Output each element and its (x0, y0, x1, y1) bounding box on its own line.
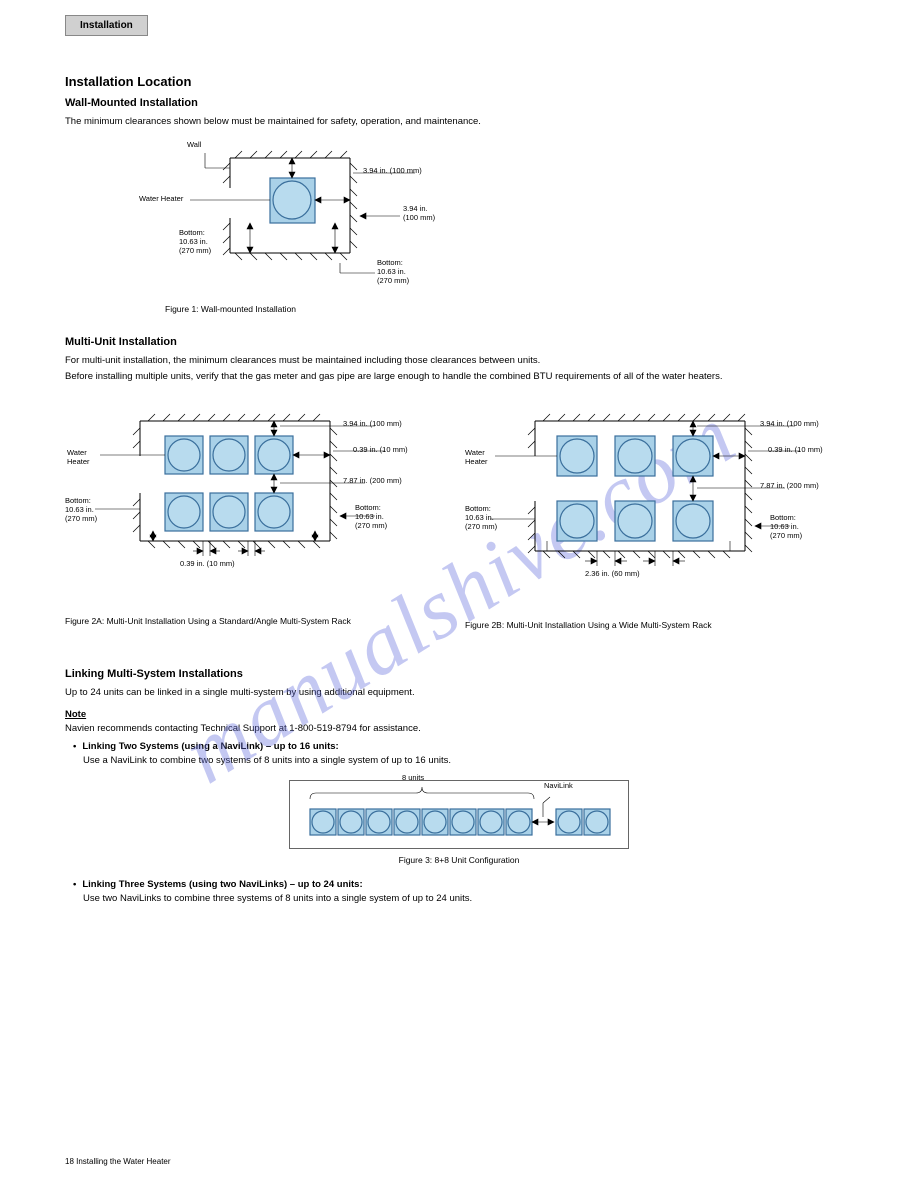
linking-note: Note Navien recommends contacting Techni… (65, 709, 853, 735)
bullet-2: Linking Three Systems (using two NaviLin… (73, 879, 853, 890)
multi-text2: Before installing multiple units, verify… (65, 370, 853, 383)
figa-sider: 0.39 in. (10 mm) (353, 445, 408, 454)
figb-top: 3.94 in. (100 mm) (760, 419, 819, 428)
linking-heading: Linking Multi-System Installations (65, 668, 853, 680)
intro-heading: Wall-Mounted Installation (65, 97, 853, 109)
figure-3: 8 units NaviLink (289, 780, 629, 849)
section-tab: Installation (65, 15, 148, 36)
figa-top: 3.94 in. (100 mm) (343, 419, 402, 428)
figa-horiz: 0.39 in. (10 mm) (180, 559, 235, 568)
multi-heading: Multi-Unit Installation (65, 336, 853, 348)
fig3-navilink-label: NaviLink (544, 781, 573, 790)
note-label: Note (65, 709, 86, 720)
figa-caption: Figure 2A: Multi-Unit Installation Using… (65, 616, 425, 626)
figa-side-l: WaterHeater (67, 448, 90, 466)
fig1-side-dim: 3.94 in. (100 mm) (403, 204, 435, 222)
note-text: Navien recommends contacting Technical S… (65, 722, 853, 735)
fig1-botr-dim: Bottom: 10.63 in. (270 mm) (377, 258, 409, 285)
figa-rows: 7.87 in. (200 mm) (343, 476, 402, 485)
figb-side-l: WaterHeater (465, 448, 488, 466)
figa-botr: Bottom: 10.63 in. (270 mm) (355, 503, 387, 530)
fig1-wh-label: Water Heater (139, 194, 183, 203)
figb-rows: 7.87 in. (200 mm) (760, 481, 819, 490)
figure-2b: WaterHeater Bottom: 10.63 in. (270 mm) 3… (465, 401, 835, 630)
fig1-top-dim: 3.94 in. (100 mm) (363, 166, 422, 175)
linking-intro: Up to 24 units can be linked in a single… (65, 686, 853, 699)
intro-text: The minimum clearances shown below must … (65, 115, 853, 128)
fig1-wall-label: Wall (187, 140, 201, 149)
bullet-1: Linking Two Systems (using a NaviLink) –… (73, 741, 853, 752)
footer-left: 18 Installing the Water Heater (65, 1157, 171, 1166)
bullet-2-desc: Use two NaviLinks to combine three syste… (83, 892, 853, 905)
fig1-caption: Figure 1: Wall-mounted Installation (165, 304, 455, 314)
section-title: Installation Location (65, 74, 853, 89)
figure-1: Wall Water Heater 3.94 in. (100 mm) 3.94… (135, 138, 455, 318)
figb-caption: Figure 2B: Multi-Unit Installation Using… (465, 620, 835, 630)
figure-2a: WaterHeater Bottom: 10.63 in. (270 mm) 3… (65, 401, 425, 630)
figb-botr: Bottom: 10.63 in. (270 mm) (770, 513, 802, 540)
fig1-botl-dim: Bottom: 10.63 in. (270 mm) (179, 228, 211, 255)
fig3-caption: Figure 3: 8+8 Unit Configuration (65, 855, 853, 865)
figb-sider: 0.39 in. (10 mm) (768, 445, 823, 454)
figb-horiz: 2.36 in. (60 mm) (585, 569, 640, 578)
figa-botl: Bottom: 10.63 in. (270 mm) (65, 496, 97, 523)
figb-botl: Bottom: 10.63 in. (270 mm) (465, 504, 497, 531)
multi-text1: For multi-unit installation, the minimum… (65, 354, 853, 367)
bullet-1-desc: Use a NaviLink to combine two systems of… (83, 754, 853, 767)
fig3-brace-label: 8 units (402, 773, 424, 782)
